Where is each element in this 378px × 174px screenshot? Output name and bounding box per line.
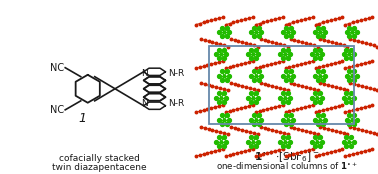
Text: NC: NC — [50, 63, 64, 73]
Text: 1: 1 — [79, 112, 87, 125]
Text: N: N — [141, 69, 148, 78]
Text: NC: NC — [50, 105, 64, 115]
Text: N-R: N-R — [169, 99, 185, 108]
Text: twin diazapentacene: twin diazapentacene — [53, 163, 147, 172]
Bar — [197, 0, 377, 173]
Text: $\mathbf{1}^{\bullet+}{\cdot}[\mathrm{SbF_6}]^-$: $\mathbf{1}^{\bullet+}{\cdot}[\mathrm{Sb… — [254, 149, 320, 164]
Text: one-dimensional columns of $\mathbf{1}^{\bullet+}$: one-dimensional columns of $\mathbf{1}^{… — [216, 161, 358, 172]
Text: N: N — [141, 99, 148, 108]
Text: cofacially stacked: cofacially stacked — [59, 154, 140, 163]
Text: N-R: N-R — [169, 69, 185, 78]
Bar — [209, 46, 354, 124]
